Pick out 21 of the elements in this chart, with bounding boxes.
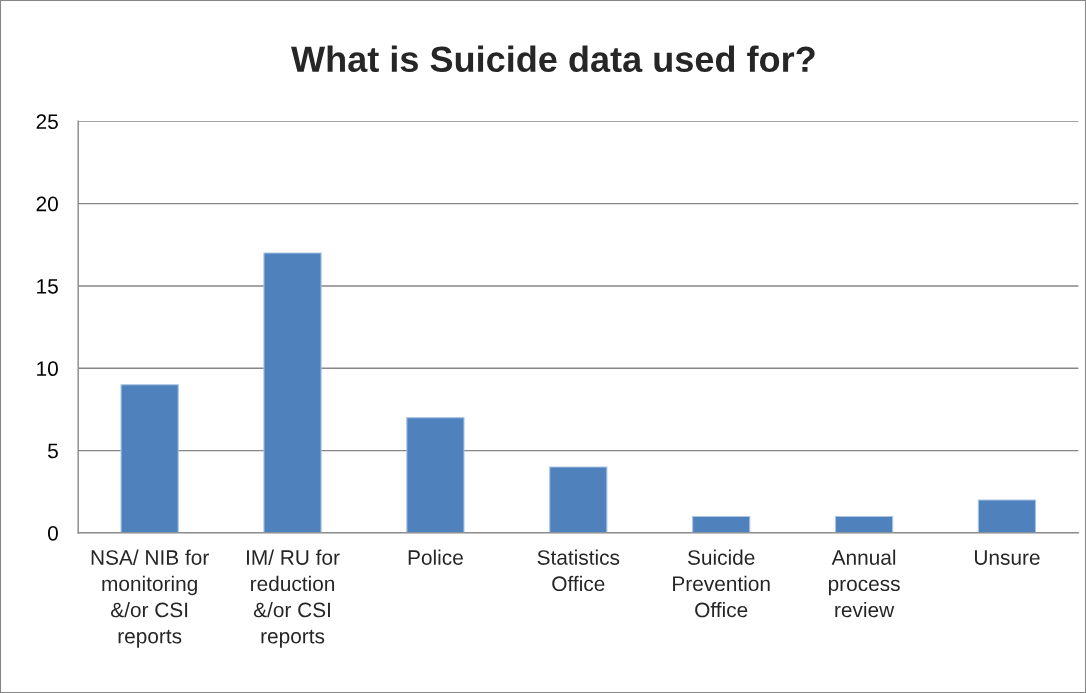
- bar: [692, 515, 751, 533]
- bar: [977, 499, 1037, 533]
- x-tick-label: Unsure: [974, 550, 1040, 565]
- y-tick-label: 0: [47, 525, 58, 541]
- y-tick-label: 20: [36, 196, 58, 212]
- y-tick-label: 15: [37, 279, 58, 294]
- bar: [549, 466, 608, 533]
- x-tick-label: NSA/ NIB for monitoring &/or CSI reports: [91, 549, 209, 648]
- chart-title: What is Suicide data used for?: [291, 45, 815, 73]
- y-tick-label: 25: [36, 114, 58, 130]
- bar: [406, 417, 465, 533]
- y-tick-label: 10: [37, 361, 58, 377]
- x-tick-label: Statistics Office: [537, 549, 620, 592]
- bar: [120, 384, 179, 533]
- bar: [263, 252, 322, 533]
- y-tick-label: 5: [48, 443, 58, 459]
- bar: [834, 515, 894, 533]
- x-tick-label: IM/ RU for reduction &/or CSI reports: [246, 549, 340, 648]
- x-tick-label: Police: [408, 549, 463, 565]
- x-tick-label: Annual process review: [828, 549, 900, 618]
- x-tick-label: Suicide Prevention Office: [673, 549, 770, 618]
